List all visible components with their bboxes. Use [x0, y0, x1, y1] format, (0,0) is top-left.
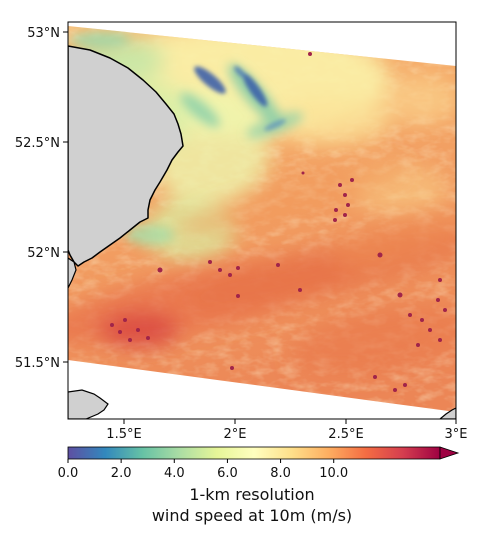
- colorbar-extend-arrow: [439, 446, 460, 460]
- colorbar-title-line1: 1-km resolution: [189, 485, 314, 504]
- colorbar-gradient: [67, 446, 441, 460]
- lat-label-53: 53°N: [27, 26, 60, 41]
- blue-patches: [194, 65, 286, 131]
- lon-label-2-5: 2.5°E: [328, 427, 363, 442]
- colorbar-ticks: 0.0 2.0 4.0 6.0 8.0 10.0: [58, 459, 348, 481]
- uk-inlet: [68, 257, 77, 289]
- continent-southeast: [439, 407, 456, 419]
- lon-label-2: 2°E: [224, 427, 247, 442]
- map-panel: [68, 22, 456, 419]
- latitude-axis: 53°N 52.5°N 52°N 51.5°N: [15, 26, 68, 371]
- map-frame: [67, 21, 457, 420]
- colorbar-tick-label: 0.0: [58, 466, 79, 481]
- lon-label-1-5: 1.5°E: [106, 427, 141, 442]
- lat-label-51-5: 51.5°N: [15, 356, 60, 371]
- colorbar: 0.0 2.0 4.0 6.0 8.0 10.0 1-km resolution wind…: [58, 446, 460, 525]
- lat-label-52: 52°N: [27, 246, 60, 261]
- colorbar-tick-label: 4.0: [164, 466, 185, 481]
- wind-farm-dots: [110, 52, 447, 392]
- colorbar-title-line2: wind speed at 10m (m/s): [152, 506, 352, 525]
- uk-landmass: [68, 45, 184, 267]
- colorbar-tick-label: 2.0: [111, 466, 132, 481]
- lon-label-3: 3°E: [445, 427, 468, 442]
- land: [68, 45, 456, 419]
- high-wind-bands: [68, 164, 456, 374]
- colorbar-tick-label: 8.0: [270, 466, 291, 481]
- colorbar-tick-label: 10.0: [319, 466, 348, 481]
- colorbar-tick-label: 6.0: [217, 466, 238, 481]
- longitude-axis: 1.5°E 2°E 2.5°E 3°E: [106, 419, 468, 442]
- lat-label-52-5: 52.5°N: [15, 136, 60, 151]
- continent-southwest: [68, 389, 109, 419]
